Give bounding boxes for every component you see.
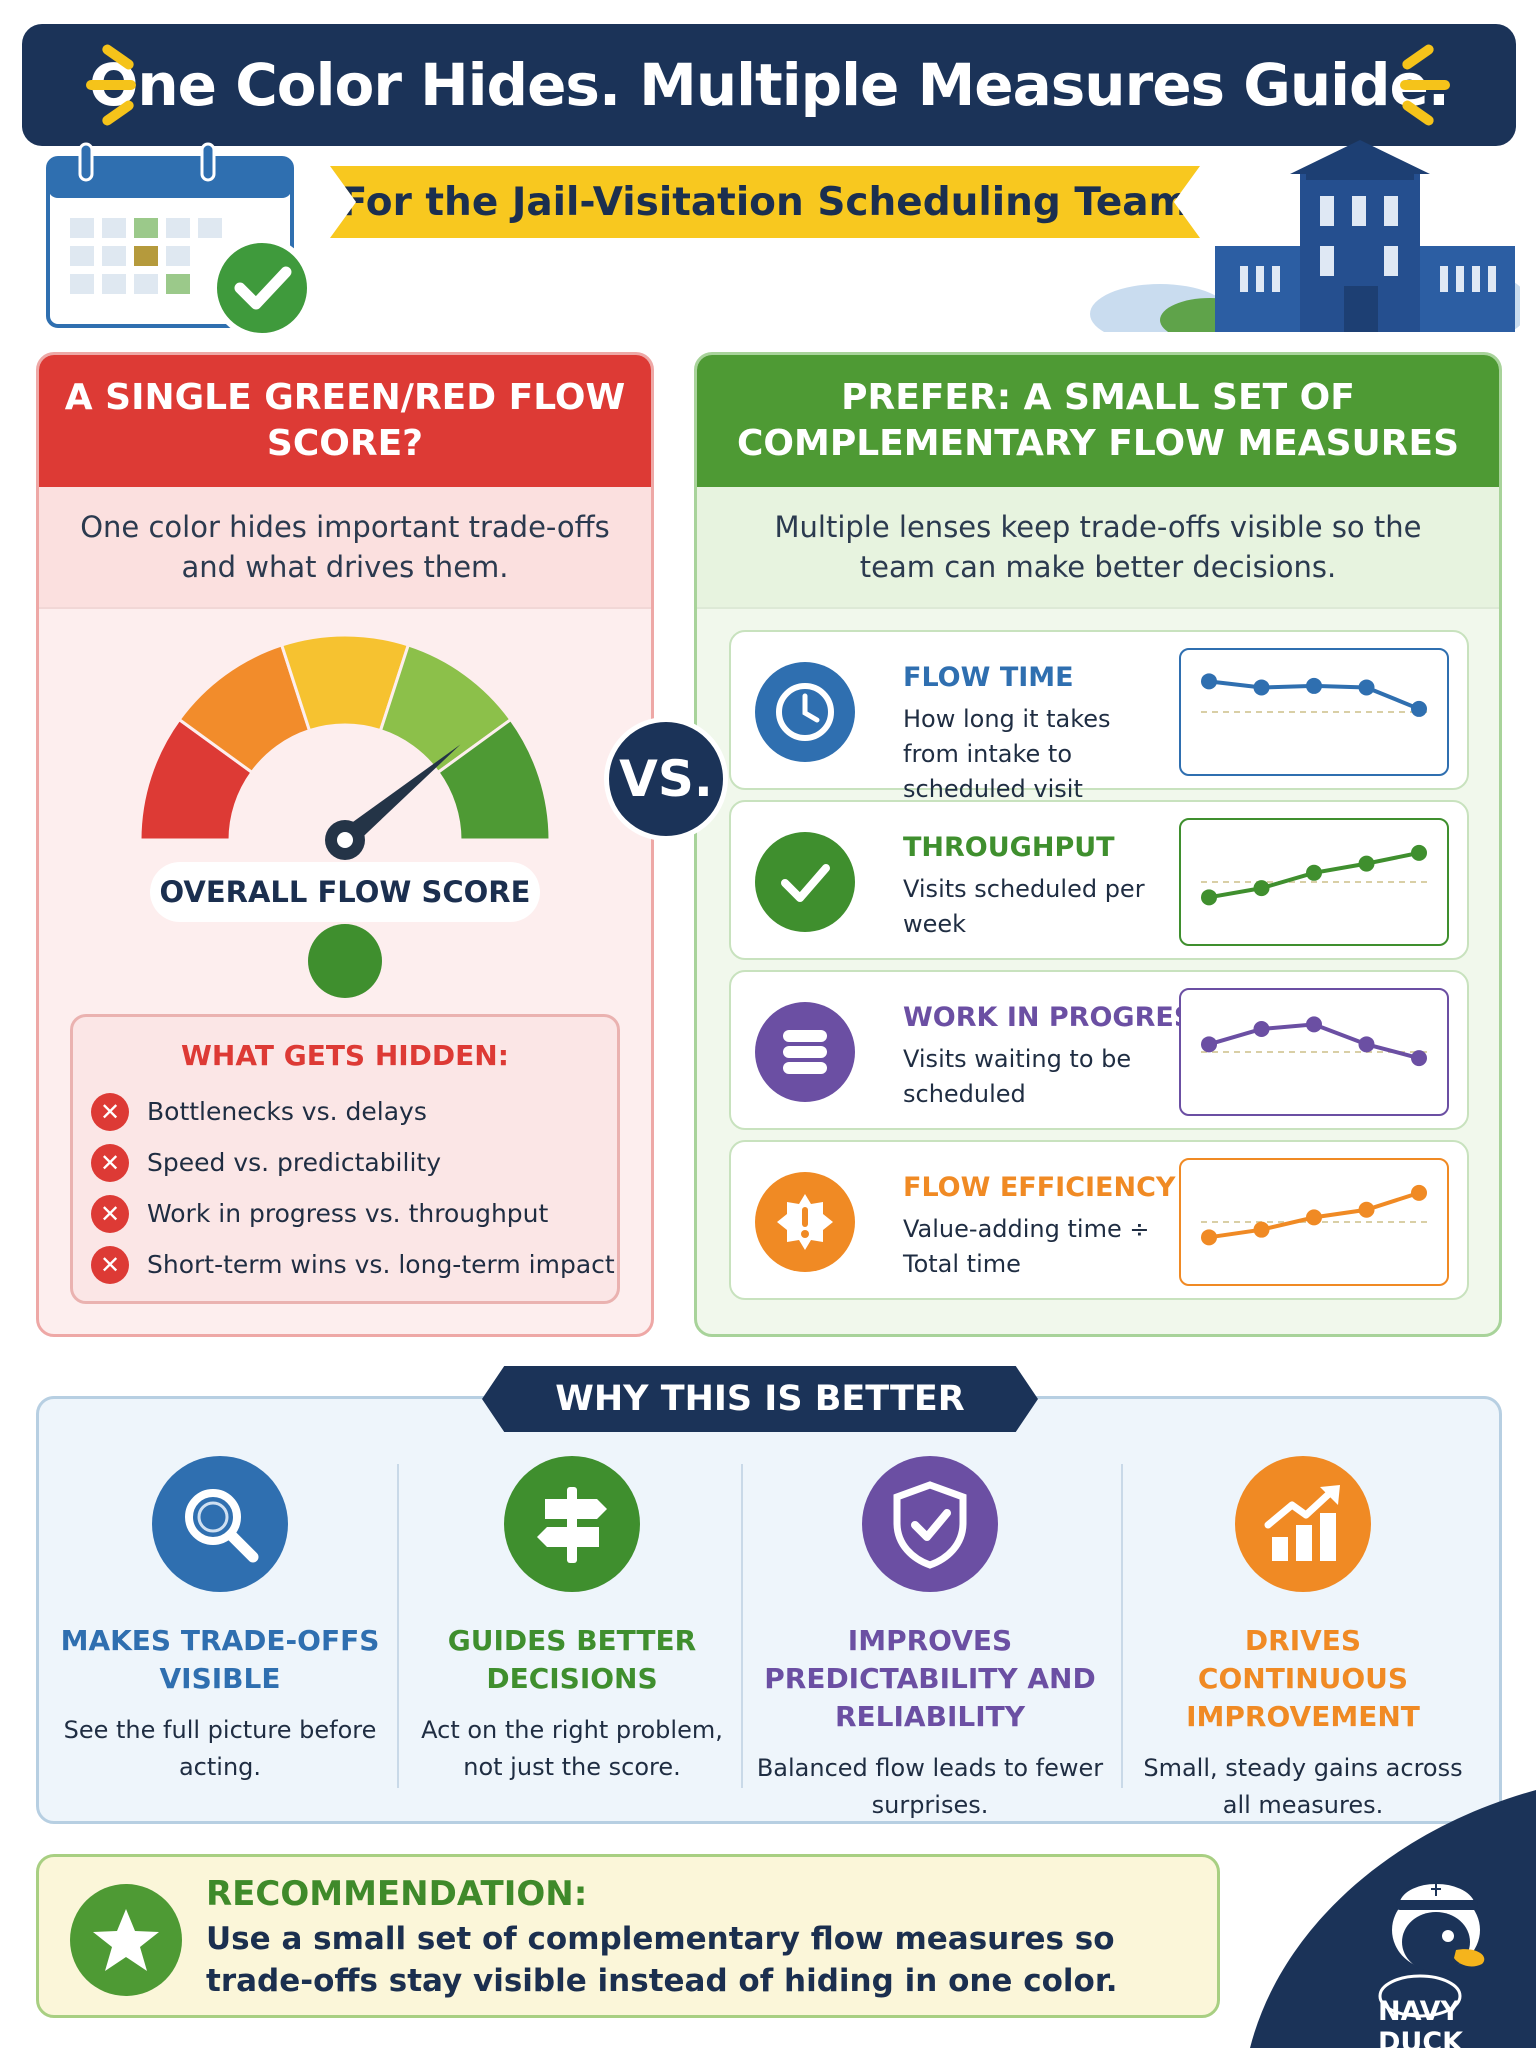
trend-point	[1358, 1036, 1375, 1053]
measure-title: FLOW EFFICIENCY	[903, 1172, 1176, 1203]
trend-point	[1411, 700, 1427, 717]
multiple-measures-heading: PREFER: A SMALL SET OF COMPLEMENTARY FLO…	[697, 355, 1499, 487]
measure-description: Visits scheduled per week	[903, 875, 1145, 938]
vs-badge: VS.	[604, 717, 728, 841]
measure-card-flow-time: FLOW TIME How long it takes from intake …	[729, 630, 1469, 803]
benefit-better-decisions: GUIDES BETTER DECISIONS Act on the right…	[412, 1456, 732, 1786]
subtitle-text: For the Jail-Visitation Scheduling Team	[340, 179, 1190, 225]
clock-icon	[755, 662, 855, 762]
measure-title: THROUGHPUT	[903, 832, 1115, 863]
flow-score-gauge	[140, 633, 550, 860]
stack-icon	[755, 1002, 855, 1102]
trend-point	[1358, 855, 1375, 872]
trend-point	[1253, 679, 1270, 696]
recommendation-text: Use a small set of complementary flow me…	[206, 1921, 1118, 1999]
trend-point	[1306, 1209, 1322, 1226]
trend-point	[1411, 1050, 1427, 1067]
page-title: One Color Hides. Multiple Measures Guide…	[89, 51, 1450, 119]
trend-point	[1201, 889, 1217, 906]
alert-badge-icon	[755, 1172, 855, 1272]
measure-description: Value-adding time ÷ Total time	[903, 1215, 1150, 1278]
trend-point	[1306, 1016, 1322, 1033]
brand-name: NAVY DUCK	[1378, 1996, 1464, 2048]
benefit-continuous-improvement: DRIVES CONTINUOUS IMPROVEMENT Small, ste…	[1138, 1456, 1468, 1824]
flow-efficiency-sparkline	[1179, 1158, 1449, 1286]
navy-duck-logo	[1250, 1790, 1536, 2048]
x-icon: ✕	[91, 1143, 129, 1182]
hidden-item-label: Bottlenecks vs. delays	[147, 1097, 427, 1126]
trend-point	[1253, 1221, 1270, 1238]
hidden-item: ✕ Work in progress vs. throughput	[73, 1188, 617, 1239]
check-icon	[755, 832, 855, 932]
throughput-sparkline	[1179, 818, 1449, 946]
benefit-description: See the full picture before acting.	[63, 1716, 377, 1781]
what-gets-hidden-title: WHAT GETS HIDDEN:	[181, 1039, 509, 1072]
magnifier-icon	[152, 1456, 288, 1592]
trend-point	[1306, 864, 1322, 881]
measure-description: How long it takes from intake to schedul…	[903, 705, 1111, 803]
sparkle-ray-left-1	[86, 80, 136, 90]
flow-time-sparkline	[1179, 648, 1449, 776]
benefit-description: Small, steady gains across all measures.	[1143, 1754, 1463, 1819]
overall-flow-score-label: OVERALL FLOW SCORE	[150, 862, 540, 922]
hidden-item-label: Speed vs. predictability	[147, 1148, 441, 1177]
single-score-heading: A SINGLE GREEN/RED FLOW SCORE?	[39, 355, 651, 487]
x-icon: ✕	[91, 1092, 129, 1131]
trend-point	[1358, 679, 1375, 696]
sparkle-ray-right-1	[1400, 80, 1450, 90]
trend-point	[1201, 673, 1217, 690]
measure-description: Visits waiting to be scheduled	[903, 1045, 1132, 1108]
measure-title: WORK IN PROGRESS	[903, 1002, 1212, 1033]
divider	[741, 1464, 743, 1788]
measure-card-work-in-progress: WORK IN PROGRESS Visits waiting to be sc…	[729, 970, 1469, 1130]
benefit-trade-offs-visible: MAKES TRADE-OFFS VISIBLE See the full pi…	[60, 1456, 380, 1786]
hidden-item-label: Work in progress vs. throughput	[147, 1199, 549, 1228]
calendar-check-icon	[46, 142, 312, 339]
signpost-icon	[504, 1456, 640, 1592]
trend-point	[1201, 1229, 1217, 1246]
trend-point	[1201, 1036, 1217, 1053]
benefit-title: DRIVES CONTINUOUS IMPROVEMENT	[1186, 1624, 1420, 1733]
jail-building-icon	[1090, 140, 1520, 332]
benefit-description: Act on the right problem, not just the s…	[421, 1716, 723, 1781]
gauge-segment	[435, 717, 550, 842]
shield-check-icon	[862, 1456, 998, 1592]
trend-point	[1411, 844, 1427, 861]
why-better-panel	[36, 1396, 1502, 1824]
recommendation-box	[36, 1854, 1220, 2018]
measure-card-throughput: THROUGHPUT Visits scheduled per week	[729, 800, 1469, 960]
status-dot	[308, 924, 382, 998]
work-in-progress-sparkline	[1179, 988, 1449, 1116]
measure-title: FLOW TIME	[903, 662, 1074, 693]
growth-chart-icon	[1235, 1456, 1371, 1592]
gauge-needle	[338, 744, 461, 848]
divider	[397, 1464, 399, 1788]
what-gets-hidden-box: WHAT GETS HIDDEN: ✕ Bottlenecks vs. delay…	[70, 1014, 620, 1304]
why-better-ribbon: WHY THIS IS BETTER	[482, 1366, 1038, 1432]
subtitle-ribbon: For the Jail-Visitation Scheduling Team	[330, 166, 1200, 238]
single-score-description: One color hides important trade-offs and…	[39, 487, 651, 609]
benefit-title: MAKES TRADE-OFFS VISIBLE	[60, 1624, 380, 1695]
multiple-measures-description: Multiple lenses keep trade-offs visible …	[697, 487, 1499, 609]
trend-point	[1253, 880, 1270, 897]
x-icon: ✕	[91, 1194, 129, 1233]
trend-point	[1306, 677, 1322, 694]
trend-point	[1358, 1201, 1375, 1218]
hidden-item: ✕ Speed vs. predictability	[73, 1137, 617, 1188]
hidden-item: ✕ Short-term wins vs. long-term impact	[73, 1239, 617, 1290]
benefit-title: IMPROVES PREDICTABILITY AND RELIABILITY	[764, 1624, 1096, 1733]
benefit-description: Balanced flow leads to fewer surprises.	[756, 1754, 1104, 1819]
recommendation-title: RECOMMENDATION:	[206, 1874, 588, 1914]
x-icon: ✕	[91, 1245, 129, 1284]
benefit-predictability: IMPROVES PREDICTABILITY AND RELIABILITY …	[755, 1456, 1105, 1824]
benefit-title: GUIDES BETTER DECISIONS	[447, 1624, 697, 1695]
divider	[1121, 1464, 1123, 1788]
title-banner: One Color Hides. Multiple Measures Guide…	[22, 24, 1516, 146]
hidden-item: ✕ Bottlenecks vs. delays	[73, 1086, 617, 1137]
trend-point	[1253, 1021, 1270, 1037]
measure-card-flow-efficiency: FLOW EFFICIENCY Value-adding time ÷ Tota…	[729, 1140, 1469, 1300]
star-icon	[70, 1884, 182, 1996]
hidden-item-label: Short-term wins vs. long-term impact	[147, 1250, 615, 1279]
trend-point	[1411, 1184, 1427, 1201]
